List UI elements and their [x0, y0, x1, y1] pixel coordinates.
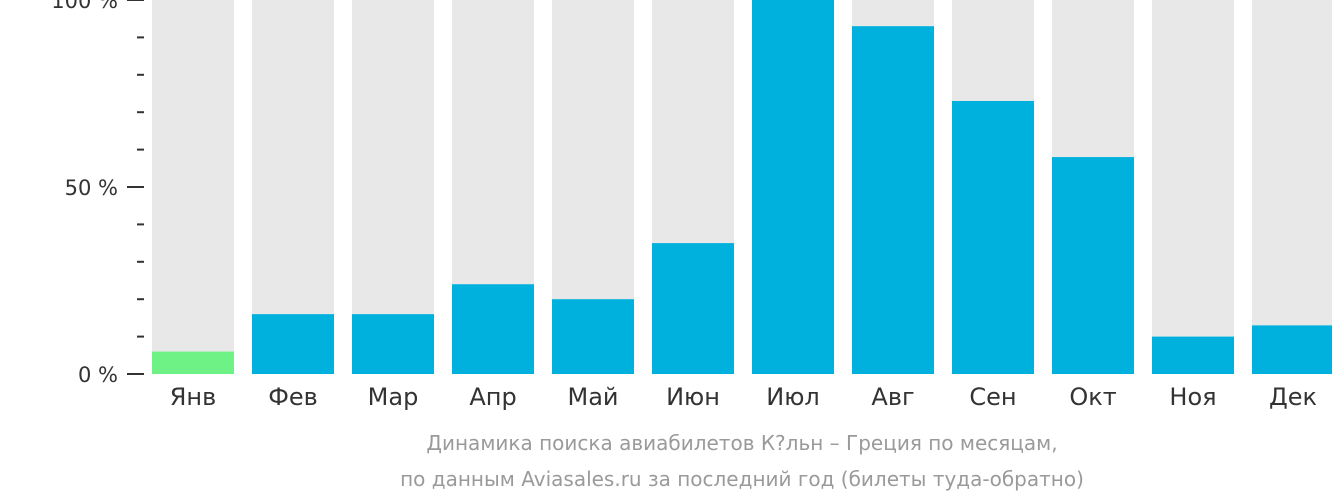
bar [252, 314, 334, 374]
x-tick-label: Апр [469, 383, 516, 411]
x-tick-label: Ноя [1169, 383, 1216, 411]
bars [152, 0, 1332, 375]
chart-caption-line-2: по данным Aviasales.ru за последний год … [400, 467, 1084, 491]
bar [1052, 157, 1134, 374]
bar [952, 100, 1034, 374]
bar [852, 26, 934, 375]
bar [652, 243, 734, 374]
x-tick-label: Май [567, 383, 618, 411]
x-tick-label: Дек [1269, 383, 1317, 411]
chart-caption-line-1: Динамика поиска авиабилетов К?льн – Грец… [426, 431, 1058, 455]
x-tick-label: Авг [871, 383, 914, 411]
y-tick-label: 100 % [51, 0, 118, 13]
x-tick-label: Июн [666, 383, 720, 411]
x-axis-labels: Янв Фев Мар Апр Май Июн Июл Авг Сен Окт Ноя Дек [170, 383, 1317, 411]
bar-track [252, 0, 334, 374]
x-tick-label: Окт [1069, 383, 1116, 411]
x-tick-label: Фев [268, 383, 318, 411]
bar [552, 299, 634, 374]
bar-track [1152, 0, 1234, 374]
bar [352, 314, 434, 374]
bar-track [352, 0, 434, 374]
x-tick-label: Мар [368, 383, 419, 411]
bar-track [1252, 0, 1332, 374]
y-tick-label: 0 % [78, 363, 118, 387]
x-tick-label: Янв [170, 383, 217, 411]
bar [1152, 336, 1234, 374]
bar [1252, 325, 1332, 374]
bar [452, 284, 534, 374]
bar [752, 0, 834, 374]
x-tick-label: Сен [969, 383, 1016, 411]
x-tick-label: Июл [766, 383, 820, 411]
bar-track [152, 0, 234, 374]
y-tick-label: 50 % [65, 176, 118, 200]
bar [152, 351, 234, 374]
y-axis: 0 % 50 % 100 % [51, 0, 144, 387]
